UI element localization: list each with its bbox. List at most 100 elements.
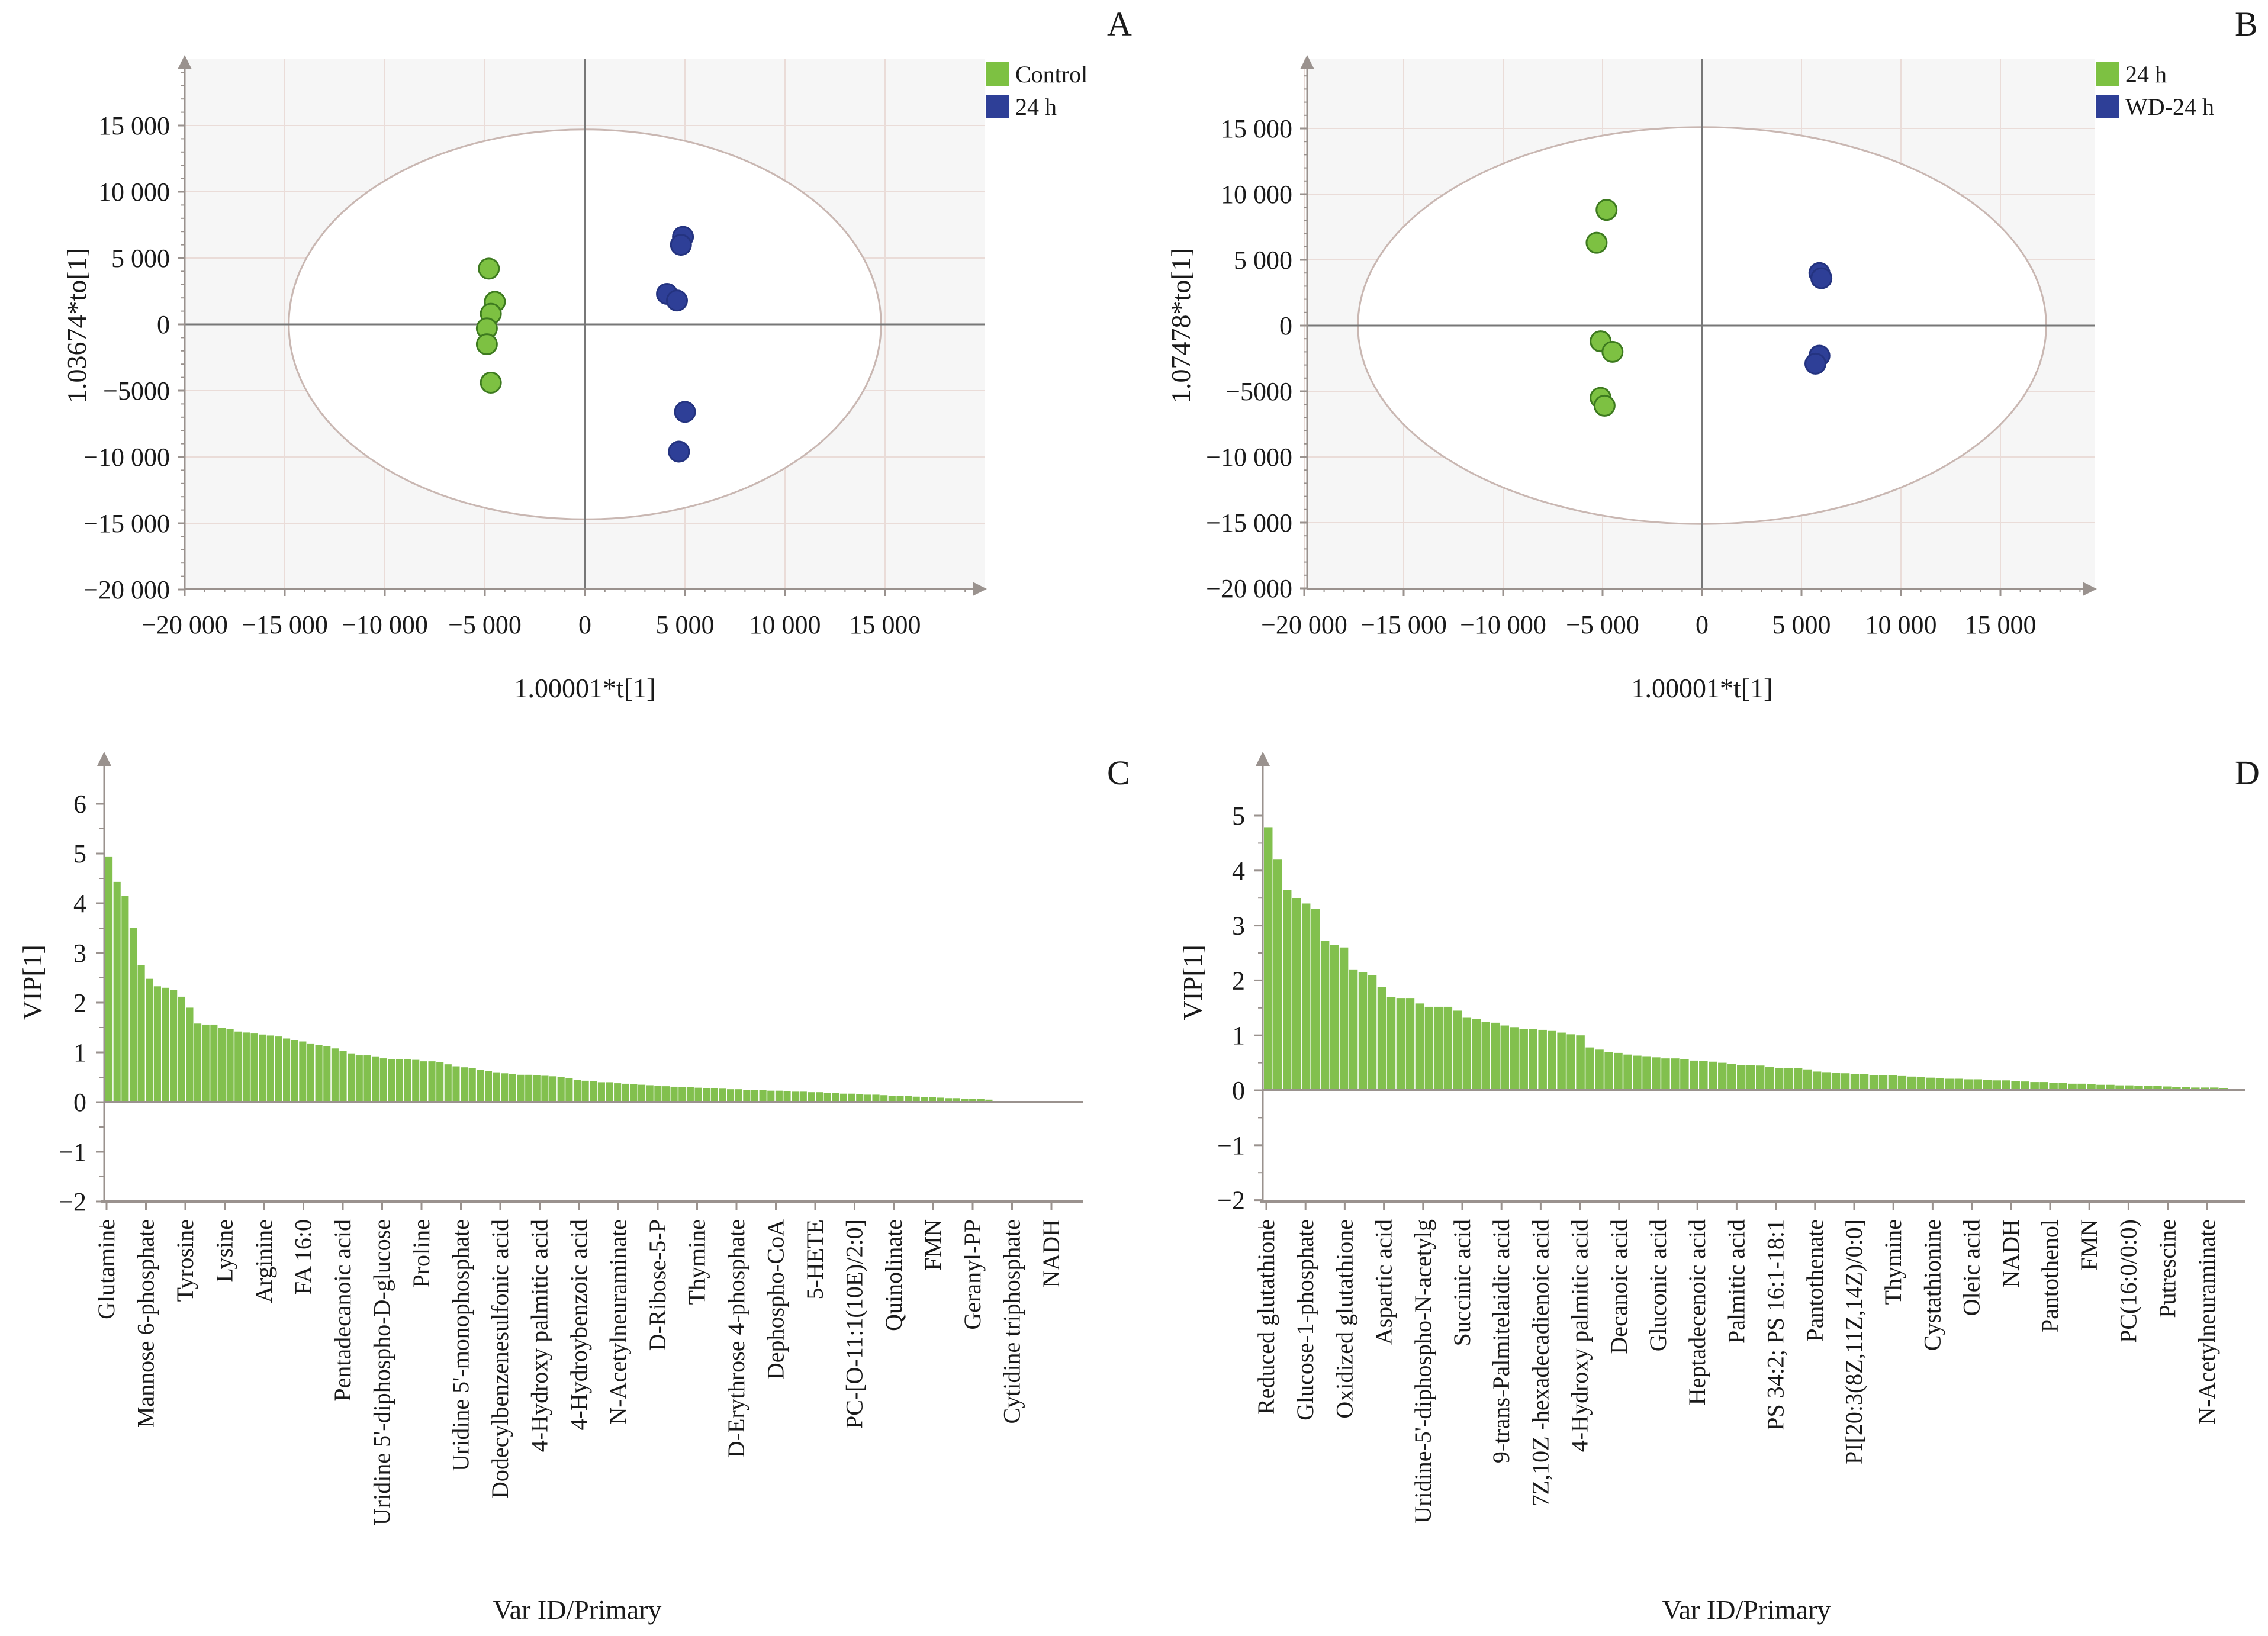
vip-bar: [121, 896, 129, 1102]
vip-bar: [509, 1074, 516, 1102]
vip-bar: [2125, 1085, 2134, 1090]
vip-bar: [153, 986, 161, 1102]
category-label: Pantothenol: [2037, 1219, 2063, 1332]
vip-bar: [186, 1007, 194, 1102]
y-tick-label: −2: [59, 1187, 86, 1216]
vip-bar: [1784, 1068, 1793, 1090]
vip-bar: [2068, 1083, 2077, 1090]
vip-bar: [2011, 1081, 2020, 1090]
x-axis-title: Var ID/Primary: [1662, 1595, 1831, 1625]
vip-bar: [1500, 1025, 1509, 1090]
vip-bar: [461, 1067, 468, 1102]
category-label: Uridine 5'-diphospho-D-glucose: [369, 1219, 395, 1525]
category-label: Arginine: [250, 1219, 277, 1303]
vip-bar: [1983, 1080, 1992, 1090]
category-label: FMN: [2076, 1219, 2102, 1271]
vip-bar: [1481, 1022, 1491, 1090]
category-label: Gluconic acid: [1645, 1219, 1671, 1351]
vip-bar: [743, 1090, 751, 1102]
x-tick-label: −10 000: [342, 610, 428, 639]
vip-bar: [146, 978, 153, 1102]
vip-bar: [961, 1099, 969, 1102]
vip-bar: [1415, 1003, 1424, 1090]
category-label: Tyrosine: [172, 1219, 198, 1302]
y-tick-label: 15 000: [98, 111, 170, 140]
category-label: 4-Hydroybenzoic acid: [565, 1219, 592, 1431]
category-label: N-Acetylneuraminate: [605, 1219, 632, 1425]
vip-bar: [2077, 1083, 2086, 1090]
vip-bar: [590, 1081, 597, 1102]
vip-bar: [1709, 1061, 1717, 1090]
category-label: FA 16:0: [290, 1219, 317, 1294]
category-label: NADH: [1997, 1219, 2024, 1288]
vip-bar: [1803, 1069, 1812, 1090]
y-tick-label: 0: [73, 1088, 86, 1117]
vip-bar: [549, 1076, 557, 1102]
vip-bar: [1330, 945, 1339, 1090]
vip-bar: [1774, 1068, 1784, 1090]
vip-bar: [703, 1088, 710, 1102]
vip-bar: [694, 1087, 702, 1102]
vip-bar: [1869, 1075, 1878, 1090]
vip-bar: [1718, 1062, 1727, 1090]
vip-bar: [1680, 1059, 1689, 1090]
category-label: 4-Hydroxy palmitic acid: [1566, 1219, 1593, 1452]
y-tick-label: 10 000: [98, 178, 170, 207]
category-label: Mannose 6-phosphate: [133, 1219, 159, 1428]
vip-bar: [2087, 1084, 2096, 1090]
vip-bar: [735, 1089, 742, 1102]
scatter-point-24-h: [1595, 199, 1618, 221]
vip-bar: [1566, 1034, 1575, 1090]
y-tick-label: 0: [1232, 1076, 1245, 1105]
y-tick-label: 5 000: [1234, 246, 1292, 275]
category-label: Reduced glutathione: [1253, 1219, 1279, 1415]
vip-bar: [759, 1090, 767, 1102]
vip-bar: [1822, 1072, 1831, 1090]
y-tick-label: −5000: [1225, 377, 1292, 406]
scatter-point-24-h: [1593, 394, 1616, 417]
x-tick-label: −20 000: [141, 610, 228, 639]
vip-bar: [912, 1096, 920, 1102]
panel-label-c: C: [1107, 753, 1130, 792]
category-label: N-Acetylneuraminate: [2193, 1219, 2220, 1425]
y-axis-title: 1.03674*to[1]: [62, 248, 92, 403]
legend-label-24h: 24 h: [2125, 61, 2167, 88]
category-label: Proline: [408, 1219, 435, 1288]
vip-bar: [719, 1088, 726, 1102]
vip-bar: [783, 1091, 791, 1102]
vip-bar: [1831, 1073, 1841, 1090]
y-ticks: 6 5 4 3 2 1 0 −1 −2: [59, 790, 104, 1227]
vip-bar: [1453, 1010, 1462, 1090]
vip-bar: [953, 1098, 960, 1102]
legend-label-24h: 24 h: [1015, 94, 1057, 120]
vip-bar: [1519, 1029, 1528, 1090]
vip-bar: [1311, 909, 1320, 1090]
scatter-point-wd-24-h: [1804, 352, 1827, 375]
vip-bar: [307, 1043, 315, 1102]
category-label: PC(16:0/0:0): [2115, 1219, 2141, 1343]
panel-label-d: D: [2235, 753, 2260, 792]
vip-bar: [170, 990, 178, 1102]
vip-bar-chart-d: 5 4 3 2 1 0 −1 −2 Reduced glutathione Glucose-1-…: [1178, 752, 2245, 1625]
scatter-point-control: [478, 257, 500, 280]
y-axis-title: VIP[1]: [1178, 945, 1208, 1020]
category-label: Oleic acid: [1958, 1219, 1985, 1316]
category-label: Quinolinate: [880, 1219, 907, 1331]
y-tick-label: 2: [1232, 966, 1245, 995]
vip-bar: [1405, 998, 1415, 1090]
score-plot-a: −20 000 −15 000 −10 000 −5 000 0 5 000 10 000 1…: [62, 55, 1088, 703]
vip-bar: [1935, 1078, 1945, 1090]
zero-lines: [185, 59, 985, 589]
vip-bar: [727, 1089, 735, 1102]
vip-bar: [1424, 1006, 1434, 1090]
vip-bar: [452, 1066, 460, 1102]
vip-bar: [1623, 1054, 1632, 1090]
vip-bar: [315, 1045, 323, 1102]
vip-bar: [945, 1098, 953, 1102]
vip-bar: [646, 1085, 654, 1102]
x-tick-label: −10 000: [1460, 610, 1546, 639]
y-tick-label: −20 000: [83, 575, 170, 604]
scatter-points: [475, 226, 696, 463]
vip-bar: [395, 1059, 404, 1102]
y-axis-title: 1.07478*to[1]: [1166, 248, 1196, 403]
